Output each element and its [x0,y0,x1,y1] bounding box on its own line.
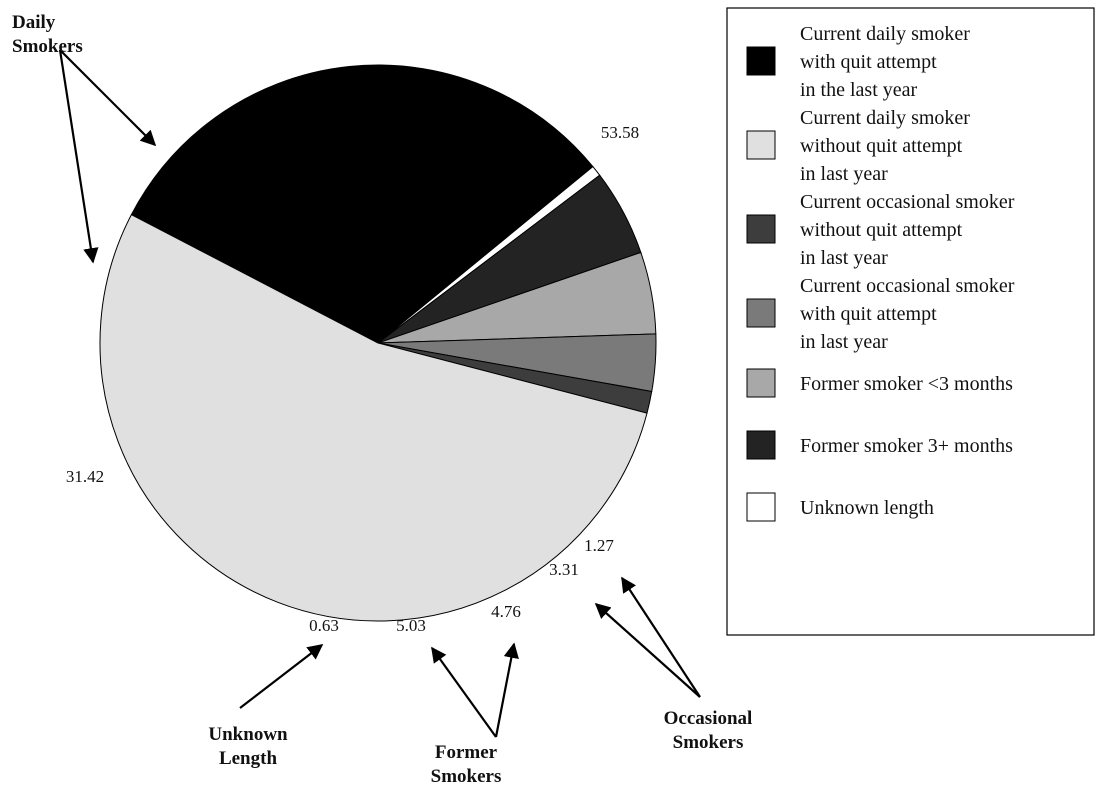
legend-swatch [746,130,776,160]
slice-value-label: 1.27 [584,536,614,555]
slice-value-label: 31.42 [66,467,104,486]
legend-swatch [746,492,776,522]
legend-label-current-daily-smoker-with-quit-attempt-in-the-last-year: Current daily smoker with quit attempt in … [800,23,970,101]
callout-arrow [431,646,497,738]
legend-label-unknown-length: Unknown length [800,497,934,519]
callout-arrow [594,602,701,698]
callout-annotations: Daily Smokers Unknown Length Former Smokers Oc… [12,12,752,787]
slice-value-label: 53.58 [601,123,639,142]
callout-arrow [59,49,157,147]
slice-value-label: 0.63 [309,616,339,635]
legend-swatch [746,430,776,460]
callout-label-daily-smokers: Daily Smokers [12,12,83,57]
legend-label-former-smoker-3-months: Former smoker <3 months [800,373,1013,395]
callout-label-unknown-length: Unknown Length [208,724,288,769]
callout-label-occasional-smokers: Occasional Smokers [664,708,753,753]
callout-arrow [58,49,99,264]
pie-slice-current-daily-smoker-without-quit-attempt-in-last-year [99,213,648,622]
callout-arrow [621,576,701,698]
legend: Current daily smoker with quit attempt in … [726,7,1095,636]
legend-swatch [746,214,776,244]
slice-value-labels: 31.42 0.63 5.03 4.76 3.31 1.27 53.58 [66,123,639,635]
callout-label-former-smokers: Former Smokers [431,742,502,787]
legend-swatch [746,368,776,398]
callout-arrow [494,642,519,738]
legend-box [726,7,1095,636]
slice-value-label: 3.31 [549,560,579,579]
pie-slices [99,64,657,622]
callout-arrow [239,644,324,709]
legend-label-current-daily-smoker-without-quit-attempt-in-last-year: Current daily smoker without quit attempt… [800,107,970,185]
legend-swatch [746,46,776,76]
legend-swatch [746,298,776,328]
slice-value-label: 5.03 [396,616,426,635]
slice-value-label: 4.76 [491,602,521,621]
legend-label-current-occasional-smoker-with-quit-attempt-in-last-year: Current occasional smoker with quit attem… [800,275,1015,353]
legend-label-former-smoker-3-months: Former smoker 3+ months [800,435,1013,457]
legend-label-current-occasional-smoker-without-quit-attempt-in-last-year: Current occasional smoker without quit at… [800,191,1015,269]
pie-slice-current-daily-smoker-with-quit-attempt-in-the-last-year [130,64,594,344]
